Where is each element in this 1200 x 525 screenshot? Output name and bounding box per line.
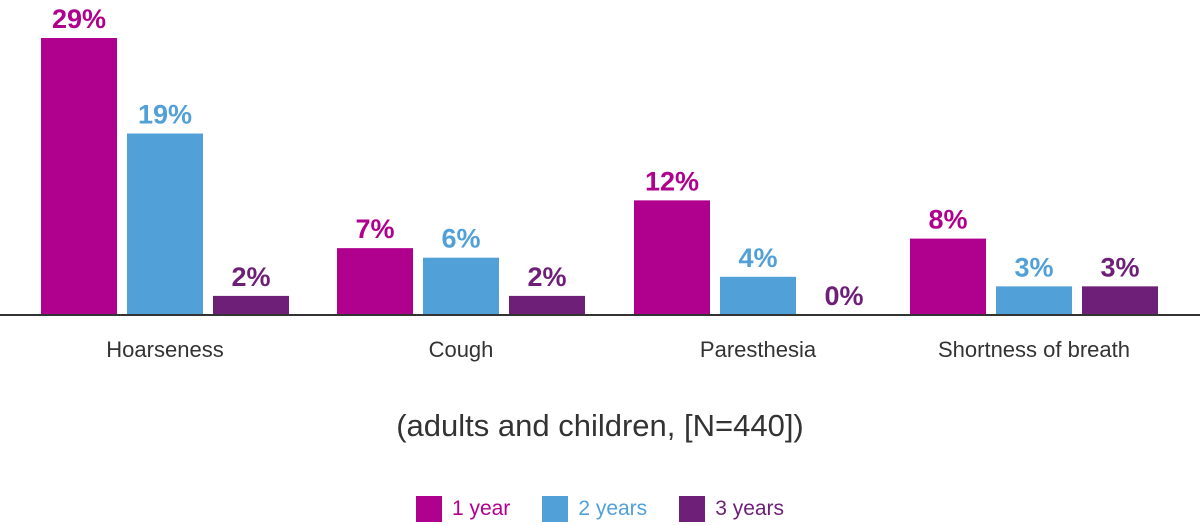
bar-cough-series-2 bbox=[423, 257, 499, 315]
data-label: 8% bbox=[928, 205, 967, 235]
category-labels-group: Hoarseness Cough Paresthesia Shortness of b… bbox=[106, 337, 1130, 362]
legend-item: 1 year bbox=[415, 496, 511, 522]
category-label: Shortness of breath bbox=[938, 337, 1130, 362]
x-axis-label: (adults and children, [N=440]) bbox=[396, 408, 804, 443]
data-label: 3% bbox=[1100, 252, 1139, 282]
bar-hoarseness-series-2 bbox=[127, 133, 203, 315]
bar-cough-series-1 bbox=[337, 248, 413, 315]
bar-shortness-of-breath-series-3 bbox=[1082, 286, 1158, 315]
bar-chart: 29% 19% 2% 7% 6% 2% 12% 4% 0% 8% 3% 3% Hoarseness Co… bbox=[0, 4, 1200, 362]
legend-label: 3 years bbox=[715, 497, 785, 520]
legend-label: 1 year bbox=[451, 497, 511, 520]
value-labels-group: 29% 19% 2% 7% 6% 2% 12% 4% 0% 8% 3% 3% bbox=[52, 4, 1140, 311]
bar-shortness-of-breath-series-1 bbox=[910, 238, 986, 315]
data-label: 2% bbox=[231, 262, 270, 292]
data-label: 7% bbox=[355, 214, 394, 244]
bar-cough-series-3 bbox=[509, 295, 585, 315]
bar-hoarseness-series-3 bbox=[213, 295, 289, 315]
bar-hoarseness-series-1 bbox=[41, 38, 117, 315]
data-label: 2% bbox=[527, 262, 566, 292]
bars-group bbox=[41, 38, 1158, 315]
legend-swatch bbox=[542, 496, 569, 522]
data-label: 6% bbox=[441, 224, 480, 254]
bar-paresthesia-series-2 bbox=[720, 276, 796, 315]
legend-swatch bbox=[679, 496, 706, 522]
data-label: 12% bbox=[645, 166, 699, 196]
legend-item: 3 years bbox=[679, 496, 784, 522]
category-label: Paresthesia bbox=[700, 337, 817, 362]
data-label: 4% bbox=[738, 243, 777, 273]
legend-label: 2 years bbox=[578, 497, 648, 520]
legend-item: 2 years bbox=[542, 496, 647, 522]
category-label: Cough bbox=[429, 337, 494, 362]
category-label: Hoarseness bbox=[106, 337, 223, 362]
data-label: 0% bbox=[824, 281, 863, 311]
data-label: 29% bbox=[52, 4, 106, 34]
bar-paresthesia-series-1 bbox=[634, 200, 710, 315]
legend-swatch bbox=[415, 496, 442, 522]
data-label: 3% bbox=[1014, 252, 1053, 282]
bar-shortness-of-breath-series-2 bbox=[996, 286, 1072, 315]
data-label: 19% bbox=[138, 100, 192, 130]
legend: 1 year 2 years 3 years bbox=[0, 494, 1200, 524]
